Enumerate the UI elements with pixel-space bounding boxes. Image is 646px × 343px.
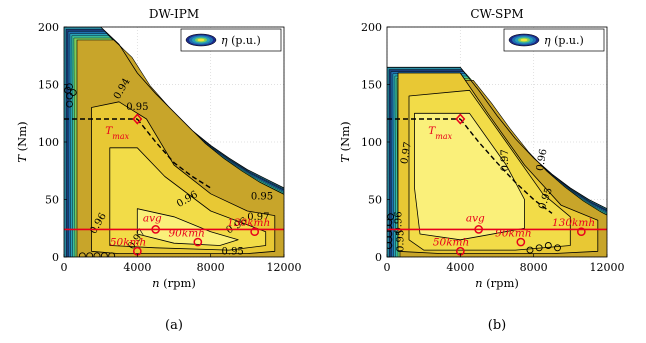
y-axis-label: T (Nm) (338, 121, 352, 162)
cycle-point (526, 246, 534, 254)
cycle-point (387, 213, 395, 221)
contour-label: 0.96 (394, 211, 405, 233)
contour-label: 0.97 (500, 149, 511, 171)
cycle-point (535, 244, 543, 252)
panel-caption: (a) (165, 318, 183, 333)
cycle-point (100, 252, 108, 257)
iso-efficiency-contour-0-97 (136, 208, 239, 246)
cycle-point (93, 252, 101, 257)
operating-point-label: 90kmh (495, 227, 531, 239)
cycle-point (78, 252, 86, 257)
operating-point-marker (576, 227, 586, 237)
contour-label: 0.96 (535, 148, 550, 172)
legend-efficiency-icon (197, 38, 205, 42)
operating-point-marker (151, 225, 161, 234)
x-tick-label: 4000 (123, 261, 151, 274)
base-speed-curve (136, 118, 212, 189)
contour-label: 0.95 (126, 102, 148, 113)
cycle-point (554, 244, 561, 252)
x-tick-label: 12000 (267, 261, 302, 274)
cycle-point (544, 242, 552, 249)
operating-point-label: 130kmh (552, 217, 595, 229)
cycle-point (66, 100, 73, 108)
y-axis-label: T (Nm) (15, 121, 29, 162)
y-tick-label: 0 (52, 251, 59, 264)
operating-point-label: avg (143, 212, 162, 224)
y-tick-label: 150 (361, 79, 382, 92)
operating-point-marker (474, 225, 484, 234)
x-tick-label: 12000 (590, 261, 625, 274)
cycle-point (108, 252, 116, 257)
chart-title: CW-SPM (470, 7, 523, 21)
y-tick-label: 50 (368, 194, 382, 207)
cycle-point (86, 252, 94, 257)
x-tick-label: 8000 (520, 261, 548, 274)
cycle-point (64, 86, 72, 94)
torque-speed-envelope (64, 27, 284, 189)
operating-point-label: avg (466, 212, 485, 224)
legend-efficiency-icon (520, 38, 528, 42)
operating-point-marker (250, 227, 260, 237)
operating-point-label: 50kmh (433, 237, 469, 249)
y-tick-label: 200 (361, 21, 382, 34)
base-speed-curve (459, 118, 553, 214)
contour-label: 0.95 (251, 192, 273, 203)
iso-efficiency-contour-0-97 (414, 112, 525, 241)
x-tick-label: 4000 (446, 261, 474, 274)
y-tick-label: 200 (38, 21, 59, 34)
panel-caption: (b) (488, 318, 506, 333)
y-tick-label: 50 (45, 194, 59, 207)
contour-label: 0.95 (222, 247, 244, 258)
y-tick-label: 150 (38, 79, 59, 92)
legend-label: η (p.u.) (544, 34, 584, 47)
plot-area: 0.940.950.960.960.970.960.950.970.95Tmax… (64, 27, 284, 258)
operating-point-marker (193, 237, 203, 247)
legend-label: η (p.u.) (221, 34, 261, 47)
operating-point-label: 50kmh (110, 237, 146, 249)
operating-point-label: 130kmh (227, 217, 270, 229)
contour-label: 0.95 (396, 230, 407, 252)
chart-title: DW-IPM (149, 7, 199, 21)
operating-point-marker (516, 237, 526, 247)
x-axis-label: n (rpm) (475, 276, 519, 290)
chart-panel-dw-ipm: 0.940.950.960.960.970.960.950.970.95Tmax… (15, 7, 302, 333)
x-tick-label: 0 (384, 261, 391, 274)
y-tick-label: 100 (38, 136, 59, 149)
y-tick-label: 0 (375, 251, 382, 264)
x-tick-label: 0 (61, 261, 68, 274)
contour-label: 0.97 (399, 141, 414, 165)
torque-speed-envelope (387, 66, 607, 210)
operating-point-marker (455, 113, 466, 125)
operating-point-label: 90kmh (169, 227, 205, 239)
cycle-point (66, 83, 73, 91)
cycle-point (387, 242, 393, 249)
x-axis-label: n (rpm) (152, 276, 196, 290)
contour-label: 0.97 (247, 212, 269, 223)
operating-point-marker (132, 113, 143, 125)
y-tick-label: 100 (361, 136, 382, 149)
x-tick-label: 8000 (197, 261, 225, 274)
